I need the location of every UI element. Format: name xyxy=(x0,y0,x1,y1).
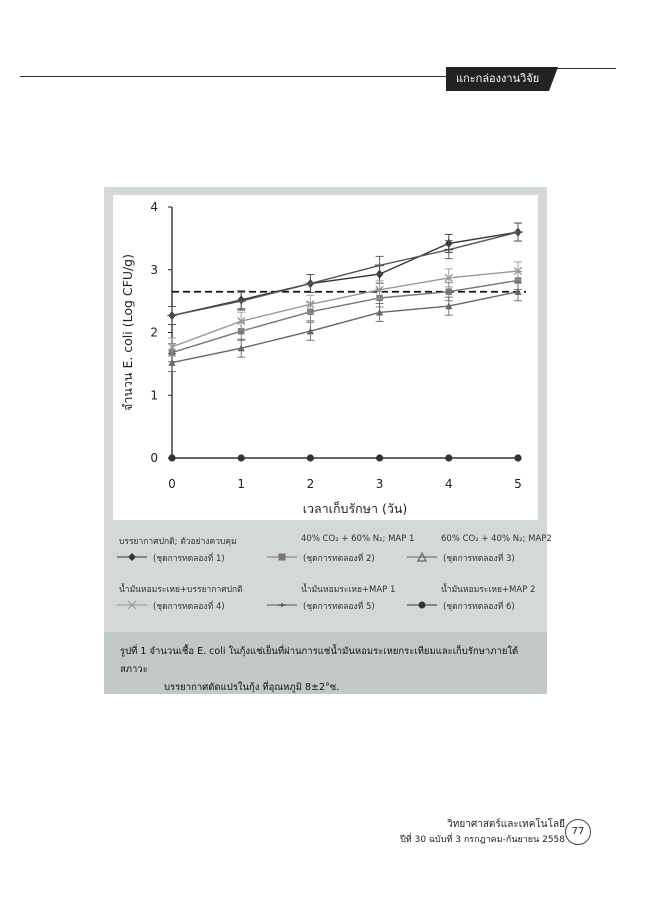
data-point-s3 xyxy=(376,308,384,316)
legend-label: บรรยากาศปกติ; ตัวอย่างควบคุม xyxy=(119,537,237,547)
data-point-s5 xyxy=(167,313,177,318)
data-point-s4 xyxy=(167,342,177,352)
data-point-s3 xyxy=(237,344,245,352)
caption-line-2: บรรยากาศดัดแปรในกุ้ง ที่อุณหภูมิ 8±2°ซ. xyxy=(164,682,340,693)
legend-label: น้ำมันหอมระเหย+MAP 1 xyxy=(301,585,396,595)
legend-sublabel: (ชุดการทดลองที่ 4) xyxy=(153,602,225,612)
legend-label: 60% CO₂ + 40% N₂; MAP2 xyxy=(441,534,552,544)
data-point-s5 xyxy=(375,263,385,268)
data-point-s6 xyxy=(445,454,453,462)
data-point-s6 xyxy=(237,454,245,462)
series-line-5 xyxy=(171,231,519,317)
x-tick-label: 3 xyxy=(376,477,384,491)
y-tick-label: 1 xyxy=(150,388,158,402)
legend-label: 40% CO₂ + 60% N₂; MAP 1 xyxy=(301,534,415,544)
x-tick-label: 0 xyxy=(168,477,176,491)
data-point-s5 xyxy=(305,281,315,286)
figure-caption: รูปที่ 1 จำนวนเชื้อ E. coli ในกุ้งแช่เย็… xyxy=(120,643,530,697)
journal-title: วิทยาศาสตร์และเทคโนโลยี xyxy=(447,819,565,830)
data-point-s3 xyxy=(514,288,522,295)
y-axis-label: จำนวน E. coli (Log CFU/g) xyxy=(120,254,135,411)
data-point-s6 xyxy=(168,454,176,462)
caption-line-1: รูปที่ 1 จำนวนเชื้อ E. coli ในกุ้งแช่เย็… xyxy=(120,646,519,675)
data-point-s2 xyxy=(445,288,452,295)
page-number: 77 xyxy=(565,819,591,845)
legend-marker xyxy=(267,553,297,561)
data-point-s6 xyxy=(514,454,522,462)
x-tick-label: 4 xyxy=(445,477,453,491)
y-tick-label: 0 xyxy=(150,451,158,465)
y-tick-label: 2 xyxy=(150,326,158,340)
legend-marker xyxy=(117,600,147,610)
series-line-1 xyxy=(171,231,519,317)
series-line-4 xyxy=(171,270,519,348)
caption-bar xyxy=(104,632,547,694)
legend-sublabel: (ชุดการทดลองที่ 1) xyxy=(153,554,225,564)
legend-label: น้ำมันหอมระเหย+บรรยากาศปกติ xyxy=(119,585,243,595)
series-line-3 xyxy=(171,291,519,364)
legend-sublabel: (ชุดการทดลองที่ 3) xyxy=(443,554,515,564)
legend-marker xyxy=(407,601,437,609)
legend-marker xyxy=(267,603,297,607)
legend-marker xyxy=(407,551,437,562)
data-point-s2 xyxy=(238,328,245,335)
line-chart: 0 1 2 3 4 0 1 2 3 4 5 เวลาเก็บรักษา (วัน) จำนวน E. c… xyxy=(120,200,526,516)
x-tick-label: 5 xyxy=(514,477,522,491)
y-tick-label: 4 xyxy=(150,200,158,214)
data-point-s4 xyxy=(444,273,453,283)
data-point-s5 xyxy=(513,230,523,235)
chart-panel: 0 1 2 3 4 0 1 2 3 4 5 เวลาเก็บรักษา (วัน) จำนวน E. c… xyxy=(113,195,538,520)
data-point-s6 xyxy=(306,454,314,462)
legend: บรรยากาศปกติ; ตัวอย่างควบคุม (ชุดการทดลอง… xyxy=(113,530,552,632)
legend-sublabel: (ชุดการทดลองที่ 5) xyxy=(303,602,375,612)
header-rule xyxy=(20,76,460,77)
x-tick-label: 2 xyxy=(307,477,315,491)
data-point-s4 xyxy=(237,317,246,326)
series-line-2 xyxy=(171,279,519,354)
data-point-s4 xyxy=(513,266,523,276)
legend-label: น้ำมันหอมระเหย+MAP 2 xyxy=(441,585,536,595)
data-point-s4 xyxy=(375,285,384,294)
legend-sublabel: (ชุดการทดลองที่ 6) xyxy=(443,602,515,612)
data-point-s5 xyxy=(444,247,454,252)
journal-issue: ปีที่ 30 ฉบับที่ 3 กรกฎาคม-กันยายน 2558 xyxy=(400,835,565,845)
data-point-s5 xyxy=(236,299,246,304)
header-rule-right xyxy=(548,68,616,69)
x-tick-label: 1 xyxy=(237,477,245,491)
data-point-s3 xyxy=(306,327,314,335)
x-axis-label: เวลาเก็บรักษา (วัน) xyxy=(303,501,408,516)
legend-marker xyxy=(117,553,147,561)
section-tag: แกะกล่องงานวิจัย xyxy=(446,67,558,91)
data-point-s6 xyxy=(376,454,384,462)
y-tick-label: 3 xyxy=(150,263,158,277)
data-point-s3 xyxy=(168,359,176,366)
legend-sublabel: (ชุดการทดลองที่ 2) xyxy=(303,554,375,564)
data-point-s4 xyxy=(306,300,315,309)
data-point-s3 xyxy=(445,302,453,310)
